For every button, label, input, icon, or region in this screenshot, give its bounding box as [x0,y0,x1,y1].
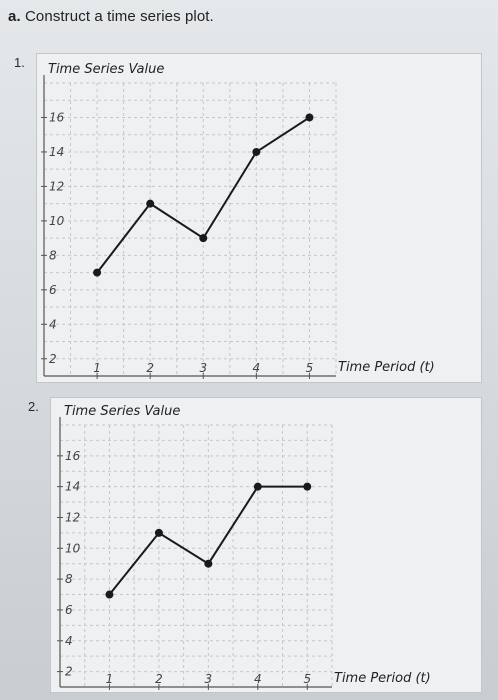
y-tick-label: 4 [65,634,73,648]
x-tick-label: 5 [303,672,311,686]
grid [60,424,333,688]
option-number-1[interactable]: 1. [14,55,25,70]
y-tick-label: 14 [65,480,80,494]
data-point[interactable] [93,268,102,277]
y-tick-label: 10 [49,214,65,228]
question-text: Construct a time series plot. [25,8,214,25]
data-point[interactable] [146,199,155,208]
option-number-2[interactable]: 2. [28,399,39,414]
x-tick-label: 1 [93,361,101,375]
x-tick-label: 5 [306,361,314,375]
x-tick-label: 4 [254,672,262,686]
x-tick-label: 4 [253,361,261,375]
data-point[interactable] [154,528,163,537]
y-tick-label: 6 [49,283,57,297]
data-point[interactable] [105,590,114,599]
y-tick-label: 2 [49,352,57,366]
y-tick-label: 12 [49,179,64,193]
data-point[interactable] [204,559,213,568]
data-point[interactable] [199,234,208,243]
x-axis-title: Time Period (t) [334,671,431,686]
chart-panel-2[interactable]: 2 4 6 8 10 12 14 16 1 2 3 4 5 Time Series Value Time P… [50,397,482,693]
series-line [96,116,310,274]
x-tick-label: 3 [199,361,207,375]
question-prefix: a. [8,8,21,25]
y-tick-label: 12 [65,510,80,524]
x-tick-label: 2 [155,672,163,686]
y-tick-label: 10 [65,541,81,555]
y-tick-label: 4 [49,317,57,331]
y-tick-label: 8 [65,572,73,586]
y-tick-label: 8 [49,248,57,262]
y-tick-label: 14 [49,145,64,159]
y-tick-label: 16 [49,110,65,124]
data-point[interactable] [305,113,314,122]
y-axis-title: Time Series Value [64,404,180,419]
data-point[interactable] [253,482,262,491]
x-axis-title: Time Period (t) [338,360,435,375]
question-heading: a. Construct a time series plot. [8,8,214,25]
grid [44,82,337,377]
y-tick-label: 16 [65,449,81,463]
y-tick-label: 6 [65,603,73,617]
data-point[interactable] [303,482,312,491]
x-tick-label: 2 [146,361,154,375]
y-axis-title: Time Series Value [48,62,164,77]
chart-panel-1[interactable]: 2 4 6 8 10 12 14 16 1 2 3 4 5 Time Series Value Time P… [36,53,482,383]
data-point[interactable] [252,147,261,156]
x-tick-label: 3 [205,672,213,686]
y-tick-label: 2 [65,665,73,679]
x-tick-label: 1 [106,672,114,686]
